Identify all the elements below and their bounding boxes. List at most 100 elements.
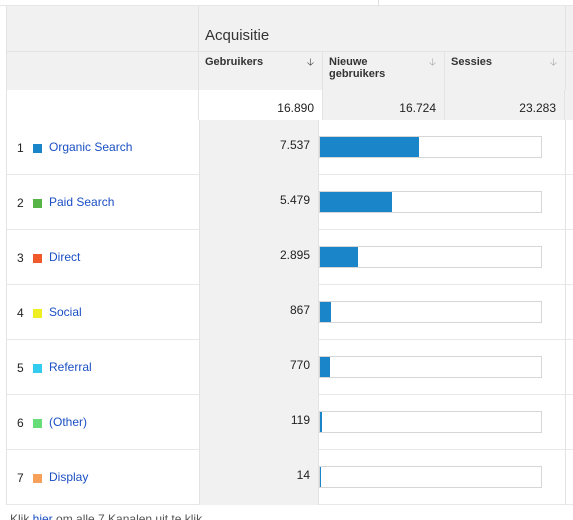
row-right-edge xyxy=(565,340,573,395)
footer-note: Klik hier om alle 7 Kanalen uit te klik.… xyxy=(10,512,212,520)
row-right-edge xyxy=(565,120,573,175)
row-label-cell: 2 Paid Search xyxy=(7,175,199,230)
row-bar-cell xyxy=(319,175,565,230)
series-color-swatch xyxy=(33,144,42,153)
bar-track xyxy=(319,246,542,268)
row-right-edge xyxy=(565,395,573,450)
channel-link[interactable]: (Other) xyxy=(49,415,88,429)
bar-fill xyxy=(320,137,419,157)
bar-fill xyxy=(320,302,331,322)
series-color-swatch xyxy=(33,309,42,318)
channel-link[interactable]: Referral xyxy=(49,360,92,374)
row-index: 2 xyxy=(17,196,24,210)
arrow-down-icon[interactable]: 🡣 xyxy=(306,57,314,68)
column-label-line2: gebruikers xyxy=(329,68,386,80)
bar-fill xyxy=(320,412,322,432)
channel-link[interactable]: Organic Search xyxy=(49,140,133,154)
table-row: 4 Social 867 xyxy=(7,285,573,340)
column-header-nieuwe-gebruikers[interactable]: Nieuwe gebruikers 🡣 xyxy=(323,52,445,90)
row-label-cell: 5 Referral xyxy=(7,340,199,395)
row-label-cell: 6 (Other) xyxy=(7,395,199,450)
row-index: 5 xyxy=(17,361,24,375)
acquisition-group-title: Acquisitie xyxy=(205,27,270,44)
table-row: 2 Paid Search 5.479 xyxy=(7,175,573,230)
channel-link[interactable]: Direct xyxy=(49,250,81,264)
column-label: Nieuwe xyxy=(329,56,368,68)
series-color-swatch xyxy=(33,199,42,208)
header-right-edge xyxy=(565,6,573,90)
row-right-edge xyxy=(565,230,573,285)
row-value-cell: 867 xyxy=(199,285,319,340)
header-divider xyxy=(7,51,573,52)
channel-link[interactable]: Social xyxy=(49,305,82,319)
totals-row: 16.890 16.724 23.283 xyxy=(6,90,573,120)
column-label: Gebruikers xyxy=(205,56,264,68)
channel-link[interactable]: Display xyxy=(49,470,89,484)
row-index: 3 xyxy=(17,251,24,265)
row-bar-cell xyxy=(319,285,565,340)
row-index: 6 xyxy=(17,416,24,430)
gebruikers-value: 867 xyxy=(289,303,310,317)
gebruikers-value: 5.479 xyxy=(279,193,310,207)
row-bar-cell xyxy=(319,450,565,505)
row-value-cell: 2.895 xyxy=(199,230,319,285)
row-right-edge xyxy=(565,175,573,230)
arrow-down-icon[interactable]: 🡣 xyxy=(549,57,557,68)
gebruikers-value: 7.537 xyxy=(279,138,310,152)
footer-prefix: Klik xyxy=(10,512,33,520)
row-label-cell: 4 Social xyxy=(7,285,199,340)
bar-track xyxy=(319,356,542,378)
bar-fill xyxy=(320,192,392,212)
bar-track xyxy=(319,466,542,488)
row-value-cell: 119 xyxy=(199,395,319,450)
gebruikers-value: 14 xyxy=(296,468,310,482)
series-color-swatch xyxy=(33,474,42,483)
series-color-swatch xyxy=(33,254,42,263)
row-index: 1 xyxy=(17,141,24,155)
top-divider xyxy=(378,0,379,6)
channel-link[interactable]: Paid Search xyxy=(49,195,115,209)
table-row: 5 Referral 770 xyxy=(7,340,573,395)
row-value-cell: 14 xyxy=(199,450,319,505)
table-row: 3 Direct 2.895 xyxy=(7,230,573,285)
header-dimension-column xyxy=(7,6,199,90)
table-row: 7 Display 14 xyxy=(7,450,573,505)
gebruikers-value: 119 xyxy=(290,413,310,427)
column-header-gebruikers[interactable]: Gebruikers 🡣 xyxy=(199,52,323,90)
total-gebruikers: 16.890 xyxy=(198,90,322,120)
row-label-cell: 3 Direct xyxy=(7,230,199,285)
row-bar-cell xyxy=(319,120,565,175)
series-color-swatch xyxy=(33,364,42,373)
bar-fill xyxy=(320,467,321,487)
totals-label-cell xyxy=(6,90,198,120)
bar-track xyxy=(319,136,542,158)
bar-track xyxy=(319,411,542,433)
table-header: Acquisitie Gebruikers 🡣 Nieuwe gebruiker… xyxy=(6,6,573,90)
top-strip xyxy=(0,0,573,6)
row-value-cell: 770 xyxy=(199,340,319,395)
totals-right-edge xyxy=(564,90,573,120)
footer-link[interactable]: hier xyxy=(32,512,53,520)
bar-fill xyxy=(320,357,330,377)
row-label-cell: 7 Display xyxy=(7,450,199,505)
row-right-edge xyxy=(565,450,573,505)
row-index: 4 xyxy=(17,306,24,320)
row-value-cell: 5.479 xyxy=(199,175,319,230)
column-label: Sessies xyxy=(451,56,492,68)
row-bar-cell xyxy=(319,340,565,395)
gebruikers-value: 770 xyxy=(289,358,310,372)
row-bar-cell xyxy=(319,230,565,285)
table-row: 1 Organic Search 7.537 xyxy=(7,120,573,175)
table-row: 6 (Other) 119 xyxy=(7,395,573,450)
total-nieuwe-gebruikers: 16.724 xyxy=(322,90,444,120)
row-bar-cell xyxy=(319,395,565,450)
bar-fill xyxy=(320,247,358,267)
channel-table-body: 1 Organic Search 7.537 2 Paid Search 5.479 3 Di… xyxy=(6,120,573,505)
row-value-cell: 7.537 xyxy=(199,120,319,175)
row-right-edge xyxy=(565,285,573,340)
column-header-sessies[interactable]: Sessies 🡣 xyxy=(445,52,565,90)
row-label-cell: 1 Organic Search xyxy=(7,120,199,175)
arrow-down-icon[interactable]: 🡣 xyxy=(428,57,436,68)
series-color-swatch xyxy=(33,419,42,428)
bar-track xyxy=(319,191,542,213)
